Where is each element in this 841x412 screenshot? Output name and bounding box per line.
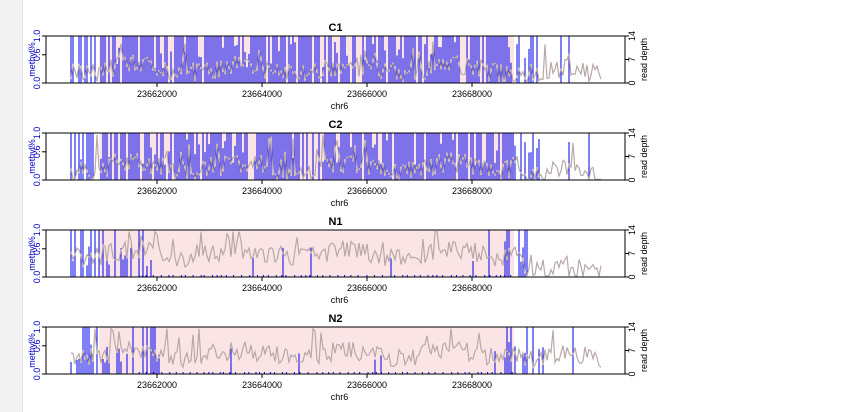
y-axis-label: methyl% [27,333,37,368]
x-tick-label: 23664000 [242,89,282,99]
read-depth-line [70,327,602,369]
y2-tick-label: 7 [627,348,637,353]
read-depth-line [70,41,602,85]
y-tick-label: 0.6 [32,146,42,159]
y-tick-label: 0.6 [32,340,42,353]
y2-tick-label: 7 [627,154,637,159]
y2-tick-label: 0 [627,80,637,85]
y-tick-label: 1.0 [32,321,42,334]
x-tick-label: 23662000 [137,186,177,196]
read-depth-line [70,230,602,278]
y-tick-label: 1.0 [32,30,42,43]
x-tick-label: 23668000 [452,186,492,196]
y2-axis-label: read depth [639,38,649,81]
x-tick-label: 23666000 [347,380,387,390]
panel-title: C2 [328,119,342,131]
panel-title: C1 [328,22,342,34]
y2-tick-label: 14 [627,322,637,332]
y-axis-label: methyl% [27,42,37,77]
y-tick-label: 0.6 [32,243,42,256]
x-axis-label: chr6 [331,101,349,111]
x-tick-label: 23668000 [452,89,492,99]
y-tick-label: 0.0 [32,368,42,381]
shaded-region [99,230,514,277]
y2-tick-label: 7 [627,57,637,62]
y-tick-label: 0.0 [32,77,42,90]
x-axis-label: chr6 [331,392,349,402]
y2-axis-label: read depth [639,329,649,372]
y2-tick-label: 7 [627,251,637,256]
y2-tick-label: 0 [627,177,637,182]
x-tick-label: 23662000 [137,283,177,293]
y2-axis-label: read depth [639,232,649,275]
y2-tick-label: 14 [627,31,637,41]
x-tick-label: 23662000 [137,380,177,390]
x-tick-label: 23664000 [242,186,282,196]
x-tick-label: 23666000 [347,186,387,196]
y-axis-label: methyl% [27,139,37,174]
y-axis-label: methyl% [27,236,37,271]
x-tick-label: 23664000 [242,283,282,293]
x-tick-label: 23668000 [452,283,492,293]
methylation-bars [70,36,570,83]
y-tick-label: 0.6 [32,49,42,62]
x-tick-label: 23662000 [137,89,177,99]
panel-n2: N2 23662000 23664000 23666000 23668000 chr6 0.… [27,313,649,402]
read-depth-line [70,134,601,182]
y2-tick-label: 14 [627,225,637,235]
y-tick-label: 0.0 [32,271,42,284]
panel-n1: N1 23662000 23664000 23666000 23668000 chr6 0.… [27,216,649,305]
y2-tick-label: 0 [627,274,637,279]
y2-tick-label: 0 [627,371,637,376]
y-tick-label: 0.0 [32,174,42,187]
x-tick-label: 23668000 [452,380,492,390]
x-tick-label: 23664000 [242,380,282,390]
panel-c2: C2 23662000 23664000 23666000 23668000 chr6 0.… [27,119,649,208]
x-axis-label: chr6 [331,198,349,208]
window-left-strip [0,0,23,412]
panel-c1: C1 23662000 23664000 23666000 23668000 chr6 0.… [27,22,649,111]
x-tick-label: 23666000 [347,89,387,99]
y2-tick-label: 14 [627,128,637,138]
y-tick-label: 1.0 [32,224,42,237]
y2-axis-label: read depth [639,135,649,178]
x-axis-label: chr6 [331,295,349,305]
y-tick-label: 1.0 [32,127,42,140]
panel-title: N2 [328,313,342,325]
panel-title: N1 [328,216,342,228]
x-tick-label: 23666000 [347,283,387,293]
